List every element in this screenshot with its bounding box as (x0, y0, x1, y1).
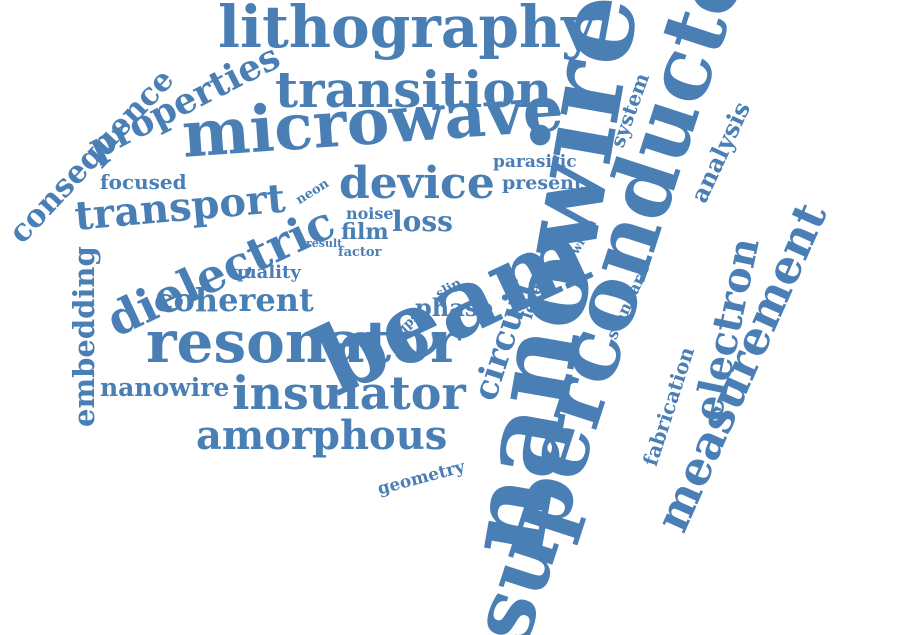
word-noise: noise (346, 204, 394, 223)
word-result: result (306, 237, 343, 250)
word-parasitic: parasitic (493, 152, 577, 172)
word-factor: factor (338, 245, 382, 260)
word-transition: transition (275, 60, 553, 119)
word-insulator: insulator (232, 366, 466, 420)
word-device: device (339, 158, 495, 209)
word-quality: quality (231, 262, 301, 283)
word-amorphous: amorphous (196, 412, 448, 459)
word-resonator: resonator (146, 308, 461, 376)
word-loss: loss (392, 205, 453, 238)
word-present: present (502, 172, 583, 194)
word-focused: focused (100, 170, 187, 194)
word-lithography: lithography (218, 0, 595, 61)
word-film: film (341, 219, 389, 245)
word-coherent: coherent (154, 281, 314, 319)
word-phase: phase (415, 293, 494, 322)
word-nanowire: nanowire (100, 373, 230, 402)
word-embedding: embedding (67, 246, 101, 427)
